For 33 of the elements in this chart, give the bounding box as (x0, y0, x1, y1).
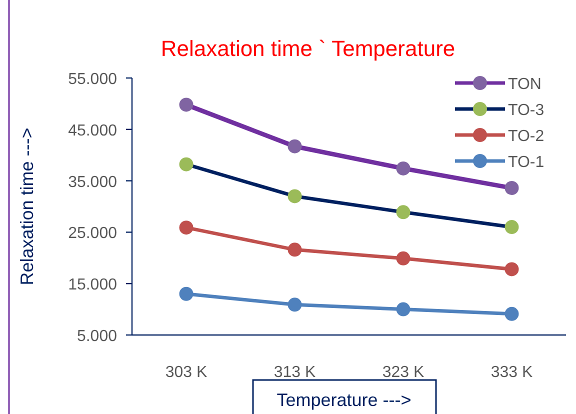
point (396, 161, 410, 176)
y-tick-label: 45.000 (68, 122, 118, 140)
point (288, 189, 302, 204)
y-tick-label: 35.000 (68, 174, 118, 191)
legend-label: TO-1 (508, 154, 544, 171)
y-tick-label: 5.000 (76, 328, 118, 345)
point (396, 205, 410, 220)
point (179, 98, 194, 112)
chart-title: Relaxation time ` Temperature (160, 36, 456, 61)
y-axis-title: Relaxation time ---> (17, 128, 37, 286)
x-tick-label: 333 K (490, 364, 533, 381)
x-axis-title: Temperature ---> (276, 390, 412, 410)
legend-label: TO-2 (508, 128, 544, 145)
point (288, 242, 302, 257)
point (396, 251, 410, 266)
point (504, 220, 519, 234)
legend-label: TO-3 (508, 102, 544, 119)
x-tick-label: 303 K (165, 364, 208, 381)
y-tick-label: 25.000 (68, 225, 118, 242)
point (179, 220, 194, 235)
y-tick-label: 15.000 (68, 276, 118, 294)
point (288, 139, 302, 154)
point (288, 298, 302, 312)
point (179, 286, 194, 301)
point (179, 157, 194, 172)
legend-label: TON (508, 76, 542, 93)
point (504, 262, 519, 276)
x-tick-label: 323 K (382, 364, 424, 381)
point (396, 302, 410, 316)
point (504, 181, 519, 195)
y-tick-label: 55.000 (68, 71, 118, 88)
point (504, 306, 519, 321)
x-tick-label: 313 K (274, 364, 316, 381)
